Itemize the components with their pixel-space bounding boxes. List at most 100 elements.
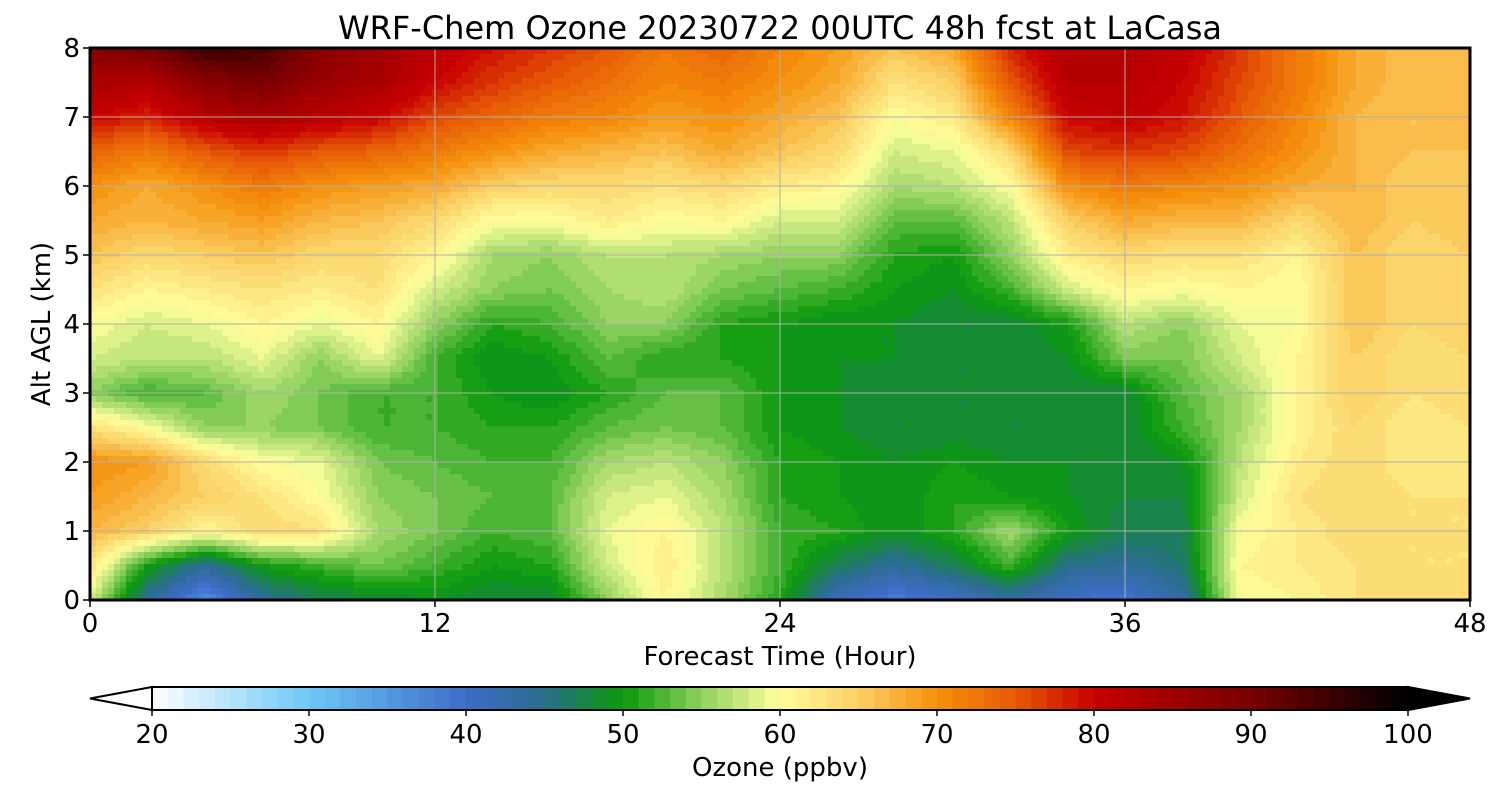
- heatmap-cell: [102, 66, 109, 73]
- heatmap-cell: [192, 78, 199, 85]
- heatmap-cell: [1362, 48, 1369, 55]
- heatmap-cell: [528, 48, 535, 55]
- heatmap-cell: [918, 84, 925, 91]
- heatmap-cell: [882, 54, 889, 61]
- heatmap-cell: [1008, 102, 1015, 109]
- heatmap-cell: [1248, 54, 1255, 61]
- heatmap-cell: [834, 168, 841, 175]
- heatmap-cell: [150, 120, 157, 127]
- heatmap-cell: [474, 174, 481, 181]
- heatmap-cell: [918, 156, 925, 163]
- heatmap-cell: [552, 102, 559, 109]
- heatmap-cell: [1290, 60, 1297, 67]
- heatmap-cell: [228, 108, 235, 115]
- heatmap-cell: [300, 132, 307, 139]
- heatmap-cell: [1404, 48, 1411, 55]
- heatmap-cell: [1320, 54, 1327, 61]
- heatmap-cell: [414, 120, 421, 127]
- heatmap-cell: [1242, 78, 1249, 85]
- heatmap-cell: [1134, 126, 1141, 133]
- heatmap-cell: [1278, 126, 1285, 133]
- heatmap-cell: [1032, 60, 1039, 67]
- heatmap-cell: [462, 174, 469, 181]
- heatmap-cell: [1272, 54, 1279, 61]
- heatmap-cell: [966, 60, 973, 67]
- heatmap-cell: [1038, 72, 1045, 79]
- heatmap-cell: [210, 174, 217, 181]
- heatmap-cell: [1188, 60, 1195, 67]
- heatmap-cell: [960, 84, 967, 91]
- heatmap-cell: [1398, 66, 1405, 73]
- heatmap-cell: [600, 66, 607, 73]
- heatmap-cell: [444, 150, 451, 157]
- heatmap-cell: [1440, 108, 1447, 115]
- heatmap-cell: [948, 162, 955, 169]
- heatmap-cell: [1302, 78, 1309, 85]
- heatmap-cell: [906, 78, 913, 85]
- heatmap-cell: [1332, 132, 1339, 139]
- heatmap-cell: [510, 90, 517, 97]
- heatmap-cell: [234, 174, 241, 181]
- heatmap-cell: [660, 78, 667, 85]
- heatmap-cell: [1164, 138, 1171, 145]
- heatmap-cell: [1218, 60, 1225, 67]
- heatmap-cell: [540, 48, 547, 55]
- heatmap-cell: [1164, 162, 1171, 169]
- heatmap-cell: [714, 132, 721, 139]
- heatmap-cell: [300, 144, 307, 151]
- heatmap-cell: [528, 96, 535, 103]
- heatmap-cell: [1464, 84, 1471, 91]
- heatmap-cell: [138, 72, 145, 79]
- heatmap-cell: [786, 174, 793, 181]
- heatmap-cell: [192, 108, 199, 115]
- heatmap-cell: [684, 84, 691, 91]
- heatmap-cell: [1230, 126, 1237, 133]
- heatmap-cell: [168, 48, 175, 55]
- heatmap-cell: [798, 54, 805, 61]
- heatmap-cell: [714, 126, 721, 133]
- heatmap-cell: [912, 60, 919, 67]
- heatmap-cell: [666, 54, 673, 61]
- heatmap-cell: [672, 60, 679, 67]
- heatmap-cell: [564, 84, 571, 91]
- heatmap-cell: [1002, 48, 1009, 55]
- heatmap-cell: [510, 156, 517, 163]
- heatmap-cell: [234, 66, 241, 73]
- heatmap-cell: [1284, 162, 1291, 169]
- heatmap-cell: [708, 102, 715, 109]
- heatmap-cell: [468, 102, 475, 109]
- heatmap-cell: [348, 48, 355, 55]
- heatmap-cell: [1062, 138, 1069, 145]
- heatmap-cell: [768, 156, 775, 163]
- heatmap-cell: [588, 78, 595, 85]
- heatmap-cell: [960, 96, 967, 103]
- heatmap-cell: [318, 108, 325, 115]
- heatmap-cell: [336, 126, 343, 133]
- heatmap-cell: [720, 150, 727, 157]
- heatmap-cell: [498, 60, 505, 67]
- heatmap-cell: [1248, 150, 1255, 157]
- heatmap-cell: [318, 162, 325, 169]
- heatmap-cell: [1302, 96, 1309, 103]
- heatmap-cell: [546, 102, 553, 109]
- heatmap-cell: [906, 90, 913, 97]
- heatmap-cell: [648, 120, 655, 127]
- heatmap-cell: [882, 132, 889, 139]
- heatmap-cell: [480, 162, 487, 169]
- heatmap-cell: [1218, 108, 1225, 115]
- heatmap-cell: [714, 90, 721, 97]
- heatmap-cell: [1380, 54, 1387, 61]
- heatmap-cell: [654, 150, 661, 157]
- heatmap-cell: [996, 102, 1003, 109]
- heatmap-cell: [1368, 132, 1375, 139]
- heatmap-cell: [102, 156, 109, 163]
- heatmap-cell: [828, 60, 835, 67]
- heatmap-cell: [1218, 66, 1225, 73]
- heatmap-cell: [114, 72, 121, 79]
- heatmap-cell: [150, 72, 157, 79]
- heatmap-cell: [576, 156, 583, 163]
- heatmap-cell: [660, 162, 667, 169]
- heatmap-cell: [402, 126, 409, 133]
- heatmap-cell: [1140, 102, 1147, 109]
- heatmap-cell: [690, 156, 697, 163]
